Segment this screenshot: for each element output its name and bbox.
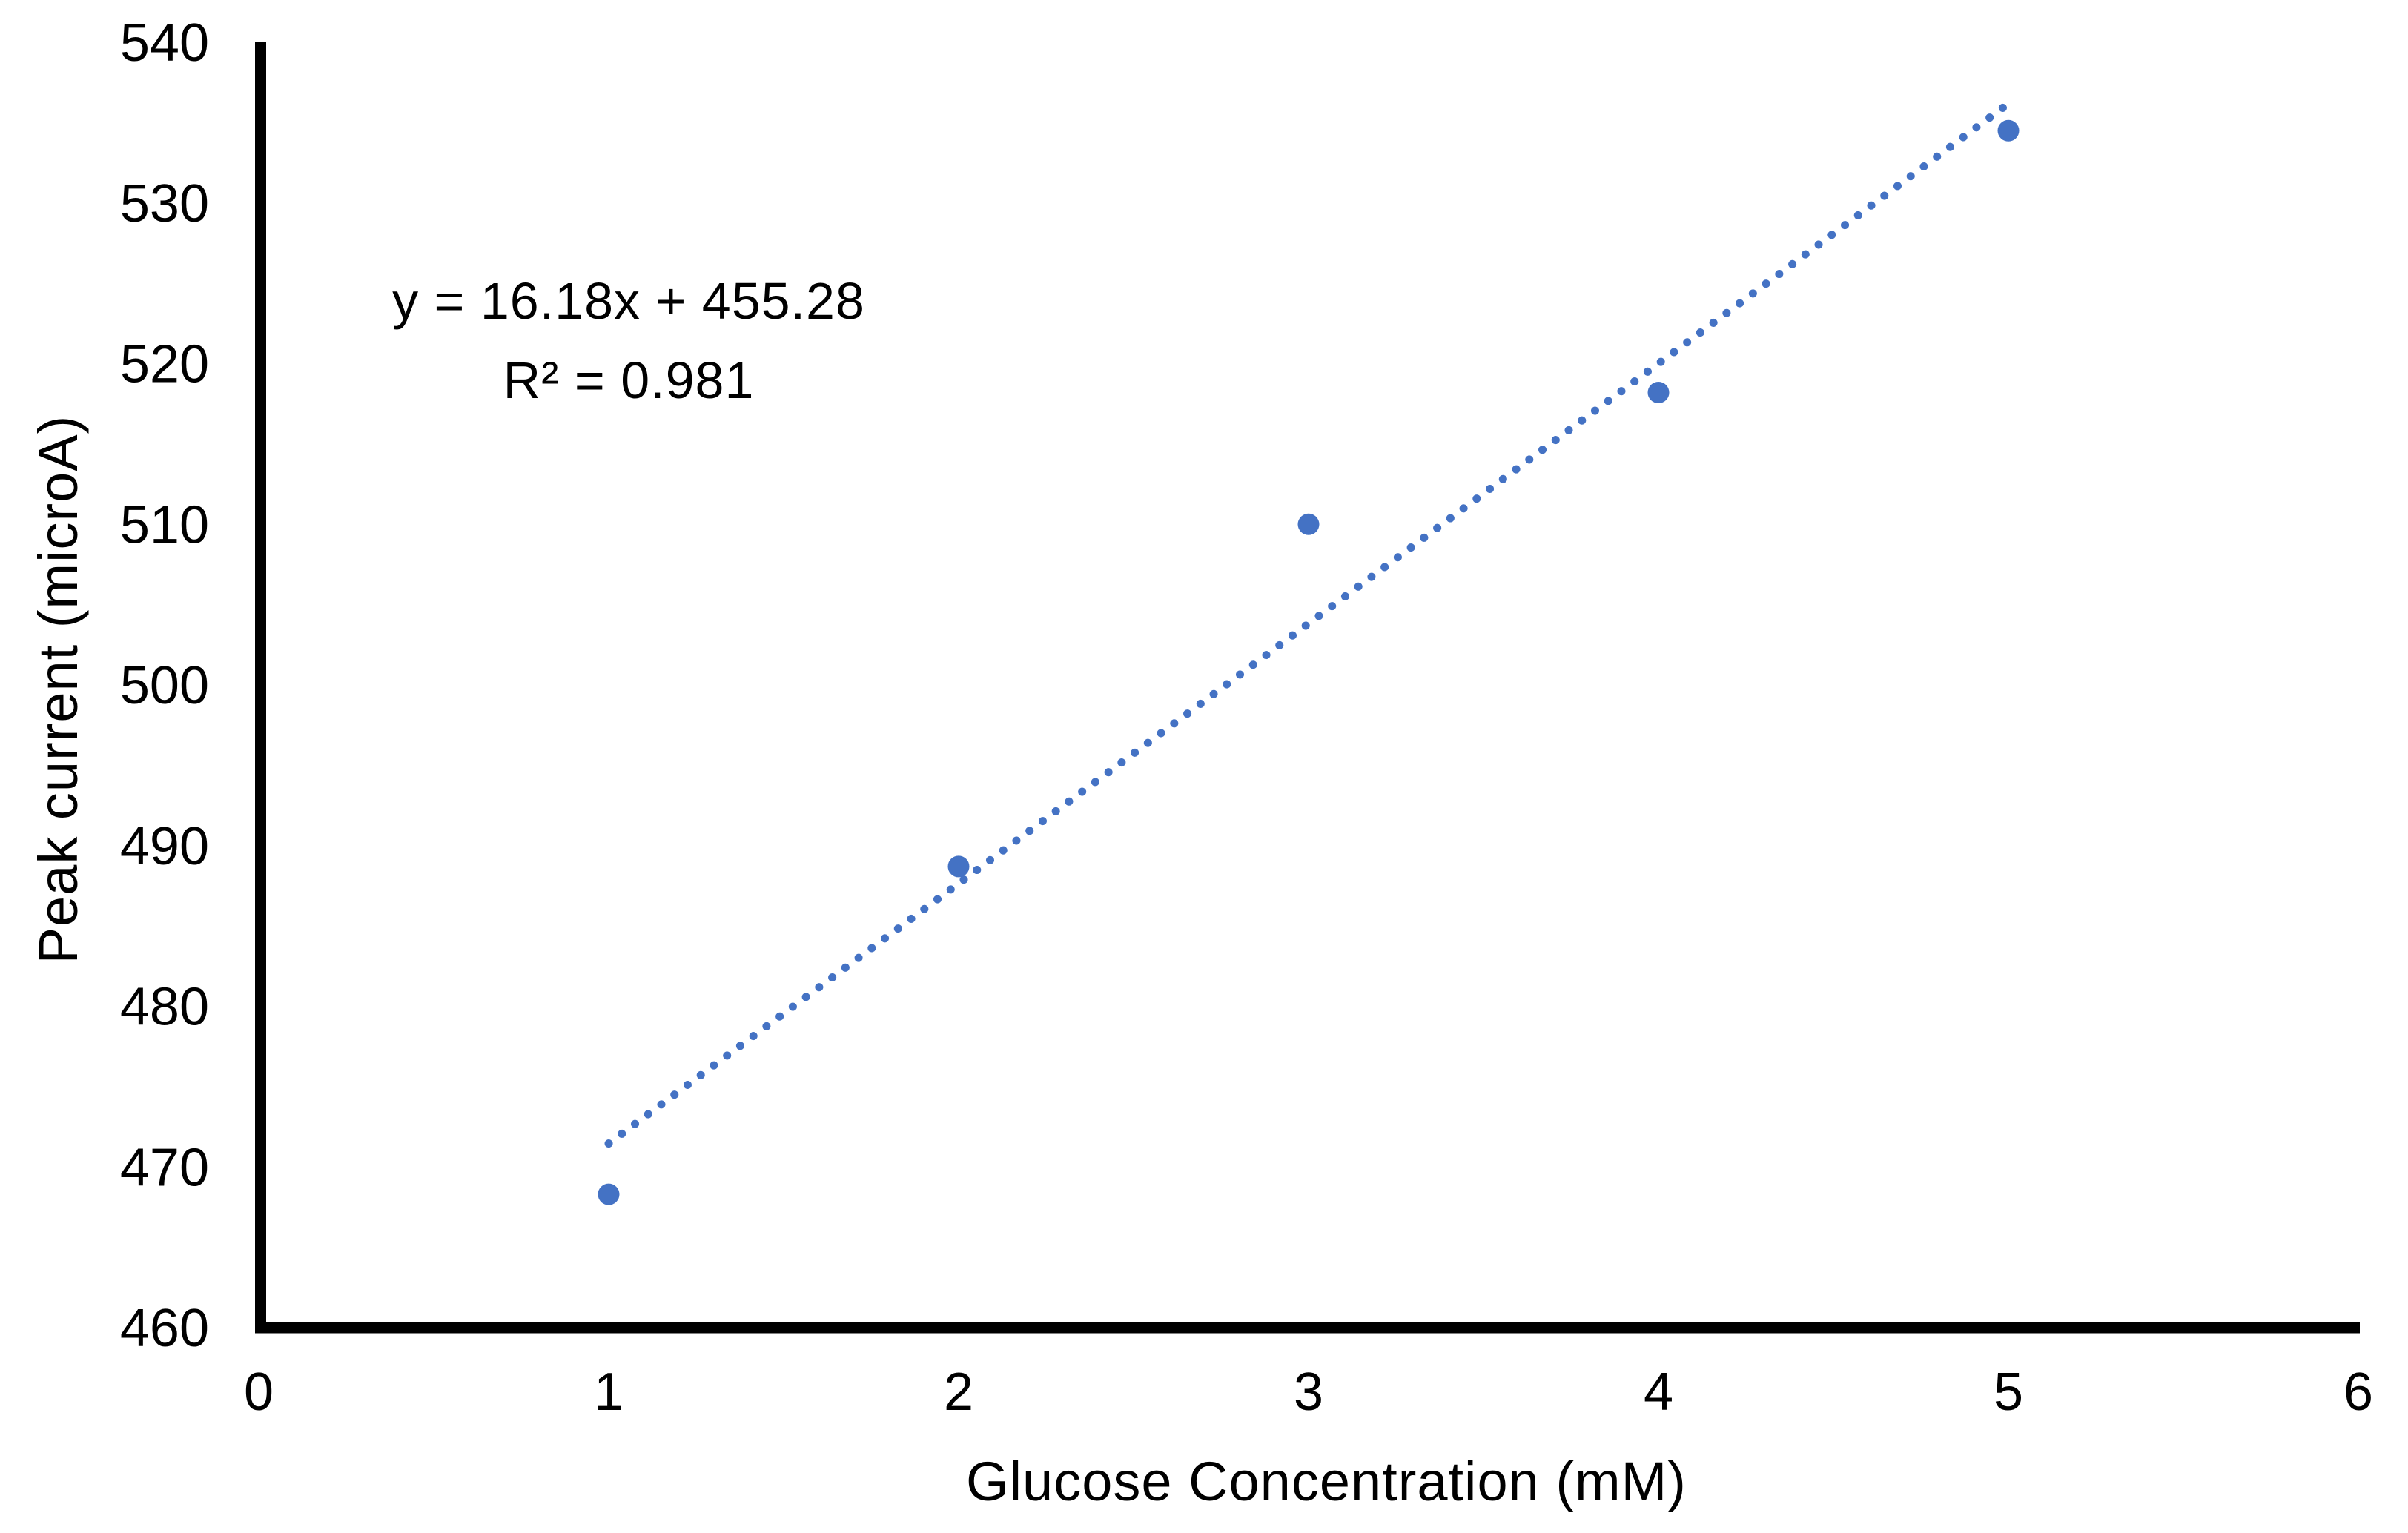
x-tick-label: 5	[1994, 1363, 2023, 1422]
y-axis-tick-labels: 460 470 480 490 500 510 520 530 540	[120, 13, 209, 1358]
y-tick-label: 470	[120, 1138, 209, 1197]
y-tick-label: 510	[120, 495, 209, 554]
trendline	[604, 99, 2013, 1148]
x-tick-label: 4	[1644, 1363, 1673, 1422]
y-tick-label: 530	[120, 174, 209, 234]
y-tick-label: 490	[120, 817, 209, 876]
x-tick-label: 2	[944, 1363, 973, 1422]
y-tick-label: 480	[120, 978, 209, 1037]
y-tick-label: 500	[120, 656, 209, 715]
data-points	[598, 119, 2020, 1205]
x-tick-label: 1	[594, 1363, 624, 1422]
trendline-equation: y = 16.18x + 455.28	[392, 272, 865, 330]
x-tick-label: 6	[2344, 1363, 2373, 1422]
y-tick-label: 460	[120, 1299, 209, 1358]
y-tick-label: 540	[120, 13, 209, 73]
x-tick-label: 3	[1294, 1363, 1323, 1422]
x-tick-label: 0	[244, 1363, 274, 1422]
y-axis-title: Peak current (microA)	[27, 415, 89, 964]
x-axis-title: Glucose Concentration (mM)	[966, 1451, 1687, 1512]
data-point	[947, 855, 970, 878]
trendline-dotted	[604, 99, 2013, 1148]
data-point	[1997, 119, 2020, 142]
y-tick-label: 520	[120, 335, 209, 394]
data-point	[1297, 513, 1320, 535]
trendline-r-squared: R² = 0.981	[503, 351, 755, 409]
data-point	[598, 1183, 620, 1205]
data-point	[1647, 382, 1670, 404]
x-axis-tick-labels: 0 1 2 3 4 5 6	[244, 1363, 2373, 1422]
